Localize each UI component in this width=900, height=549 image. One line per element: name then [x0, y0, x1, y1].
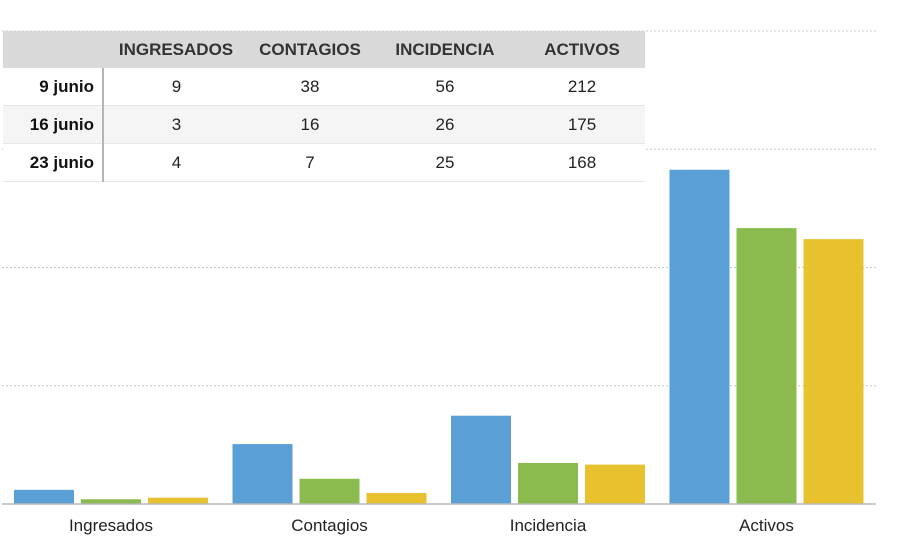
bar-activos-1	[669, 169, 730, 504]
bar-ingresados-2	[81, 499, 141, 504]
x-tick-label: Ingresados	[69, 516, 153, 535]
table-cell: 56	[371, 68, 519, 106]
table-header-row: INGRESADOS CONTAGIOS INCIDENCIA ACTIVOS	[3, 31, 645, 68]
column-header-incidencia: INCIDENCIA	[371, 31, 519, 68]
table-cell: 175	[519, 105, 645, 144]
column-header-activos: ACTIVOS	[519, 31, 645, 68]
table-cell: 3	[103, 105, 249, 144]
bar-incidencia-3	[585, 464, 645, 504]
table-corner-cell	[3, 31, 103, 68]
table-cell: 7	[249, 143, 371, 182]
x-tick-label: Incidencia	[510, 516, 587, 535]
x-tick-label: Activos	[739, 516, 794, 535]
column-header-contagios: CONTAGIOS	[249, 31, 371, 68]
bar-contagios-3	[366, 492, 427, 504]
table-row: 9 junio 9 38 56 212	[3, 68, 645, 106]
table-row: 23 junio 4 7 25 168	[3, 143, 645, 182]
table-cell: 4	[103, 143, 249, 182]
table-row: 16 junio 3 16 26 175	[3, 105, 645, 144]
table-cell: 16	[249, 105, 371, 144]
x-tick-labels: Ingresados Contagios Incidencia Activos	[69, 516, 794, 535]
bar-incidencia-2	[518, 463, 578, 504]
table-cell: 38	[249, 68, 371, 106]
column-header-ingresados: INGRESADOS	[103, 31, 249, 68]
table-cell: 26	[371, 105, 519, 144]
table-cell: 9	[103, 68, 249, 106]
table-cell: 168	[519, 143, 645, 182]
bar-activos-3	[803, 239, 864, 504]
row-label: 9 junio	[3, 68, 104, 106]
bars	[14, 169, 864, 505]
x-tick-label: Contagios	[291, 516, 368, 535]
bar-ingresados-1	[14, 489, 74, 504]
row-label: 23 junio	[3, 143, 104, 182]
bar-incidencia-1	[451, 415, 511, 504]
bar-contagios-2	[299, 478, 360, 504]
data-table: INGRESADOS CONTAGIOS INCIDENCIA ACTIVOS …	[3, 31, 645, 182]
table-cell: 212	[519, 68, 645, 106]
bar-activos-2	[736, 228, 797, 505]
bar-contagios-1	[232, 444, 293, 504]
table-cell: 25	[371, 143, 519, 182]
row-label: 16 junio	[3, 105, 104, 144]
bar-ingresados-3	[148, 497, 208, 504]
